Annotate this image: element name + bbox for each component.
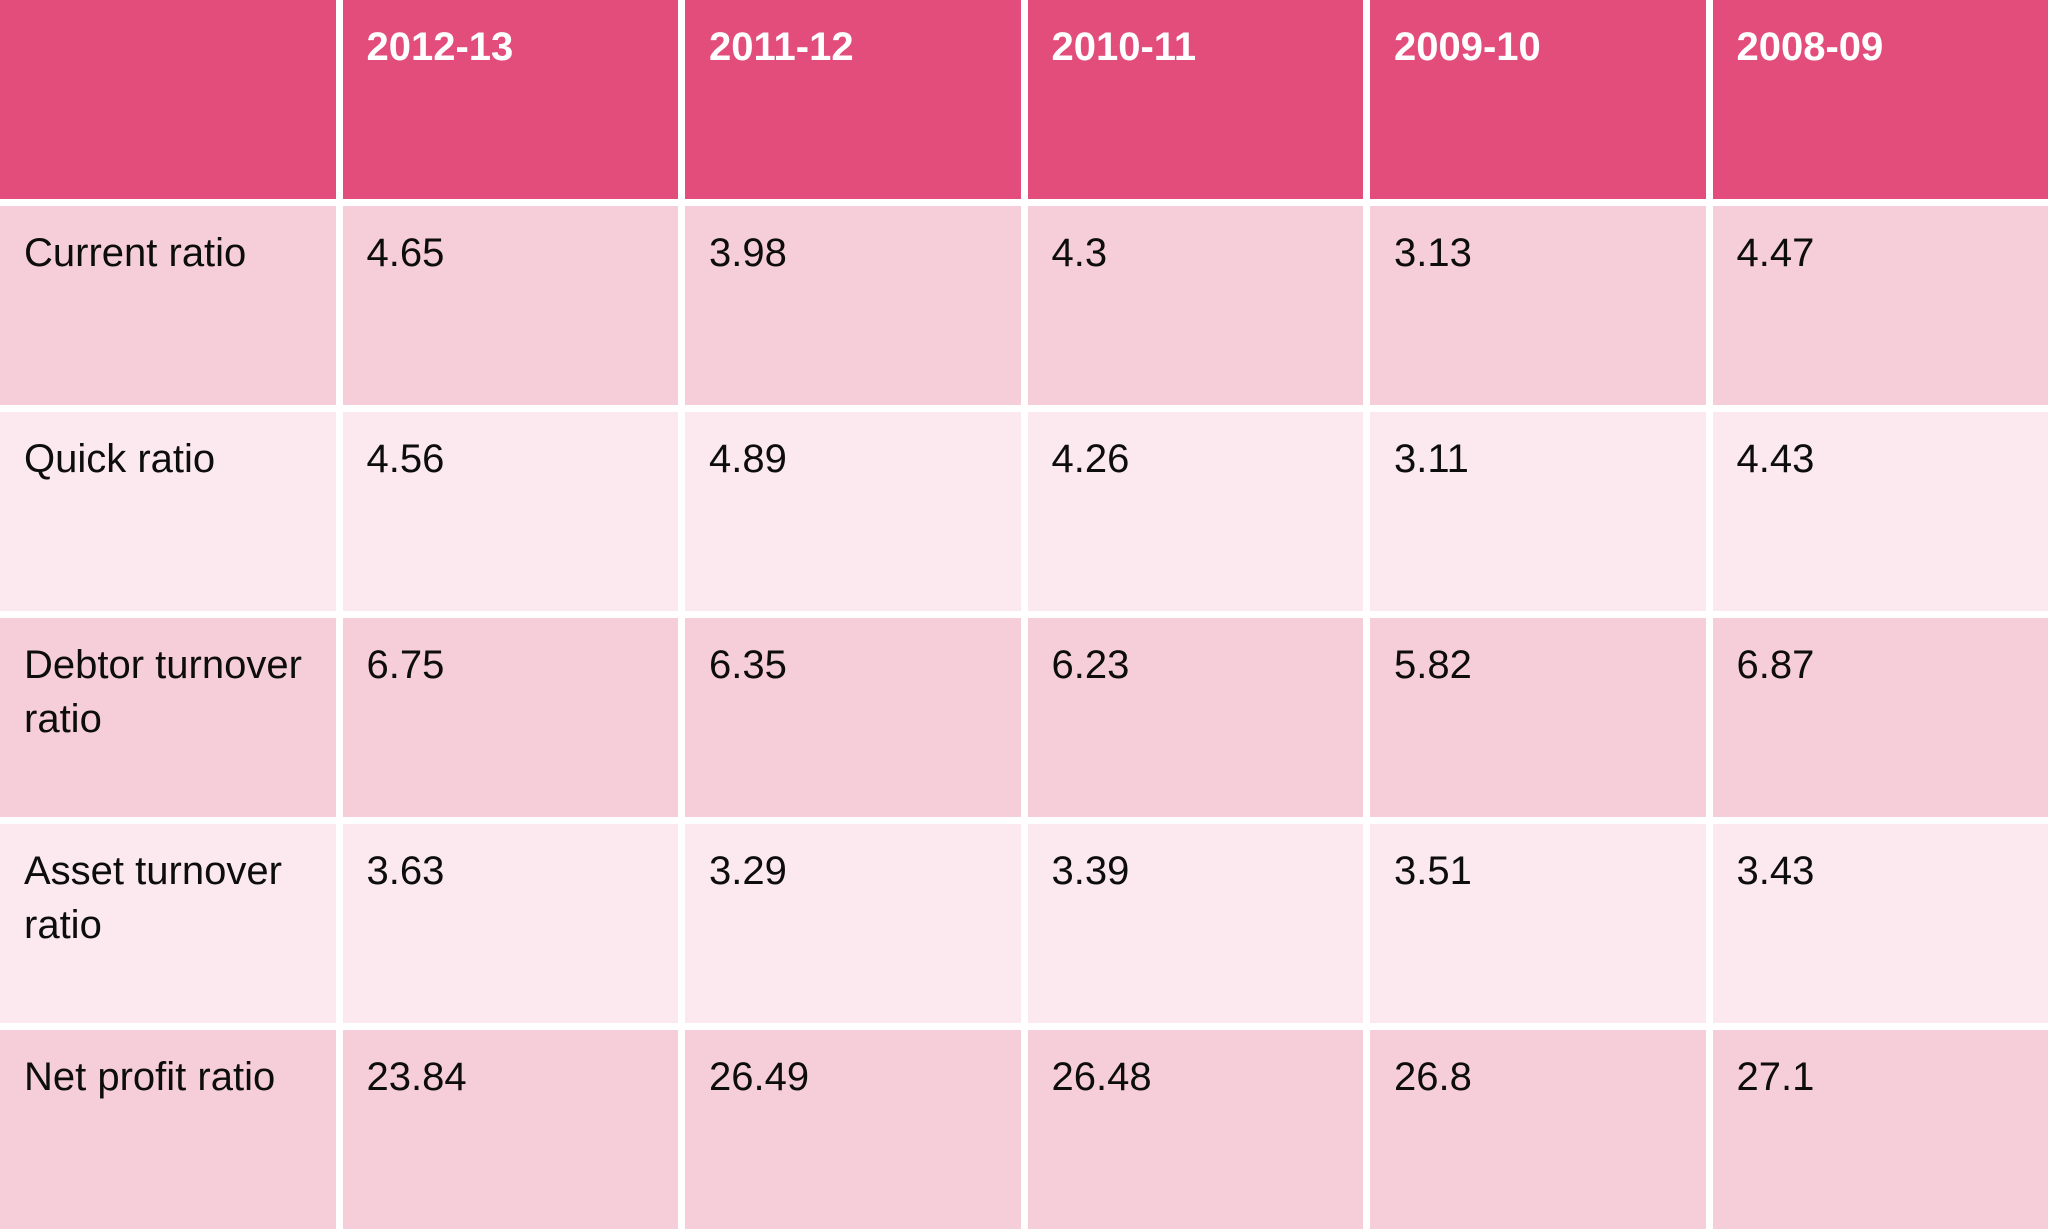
table-cell: 6.87 <box>1712 618 2048 817</box>
table-cell: 3.13 <box>1370 206 1706 405</box>
table-cell: 4.47 <box>1712 206 2048 405</box>
table-cell: 4.89 <box>685 412 1021 611</box>
table-cell: 5.82 <box>1370 618 1706 817</box>
column-header-2008-09: 2008-09 <box>1712 0 2048 199</box>
column-header-2009-10: 2009-10 <box>1370 0 1706 199</box>
table-cell: 3.11 <box>1370 412 1706 611</box>
table-cell: 27.1 <box>1712 1030 2048 1229</box>
row-label-asset-turnover-ratio: Asset turnover ratio <box>0 824 336 1023</box>
row-label-quick-ratio: Quick ratio <box>0 412 336 611</box>
column-header-2012-13: 2012-13 <box>342 0 678 199</box>
row-label-current-ratio: Current ratio <box>0 206 336 405</box>
table-cell: 26.49 <box>685 1030 1021 1229</box>
table-cell: 4.65 <box>342 206 678 405</box>
table-cell: 4.3 <box>1027 206 1363 405</box>
table-cell: 4.56 <box>342 412 678 611</box>
table-cell: 3.29 <box>685 824 1021 1023</box>
table-cell: 3.63 <box>342 824 678 1023</box>
table-cell: 4.26 <box>1027 412 1363 611</box>
row-label-net-profit-ratio: Net profit ratio <box>0 1030 336 1229</box>
column-header-2011-12: 2011-12 <box>685 0 1021 199</box>
corner-header-cell <box>0 0 336 199</box>
column-header-2010-11: 2010-11 <box>1027 0 1363 199</box>
table-cell: 6.35 <box>685 618 1021 817</box>
table-cell: 3.51 <box>1370 824 1706 1023</box>
table-cell: 3.39 <box>1027 824 1363 1023</box>
table-cell: 26.48 <box>1027 1030 1363 1229</box>
table-cell: 26.8 <box>1370 1030 1706 1229</box>
table-cell: 3.43 <box>1712 824 2048 1023</box>
row-label-debtor-turnover-ratio: Debtor turnover ratio <box>0 618 336 817</box>
table-cell: 6.75 <box>342 618 678 817</box>
table-cell: 4.43 <box>1712 412 2048 611</box>
table-cell: 6.23 <box>1027 618 1363 817</box>
table-cell: 23.84 <box>342 1030 678 1229</box>
table-cell: 3.98 <box>685 206 1021 405</box>
